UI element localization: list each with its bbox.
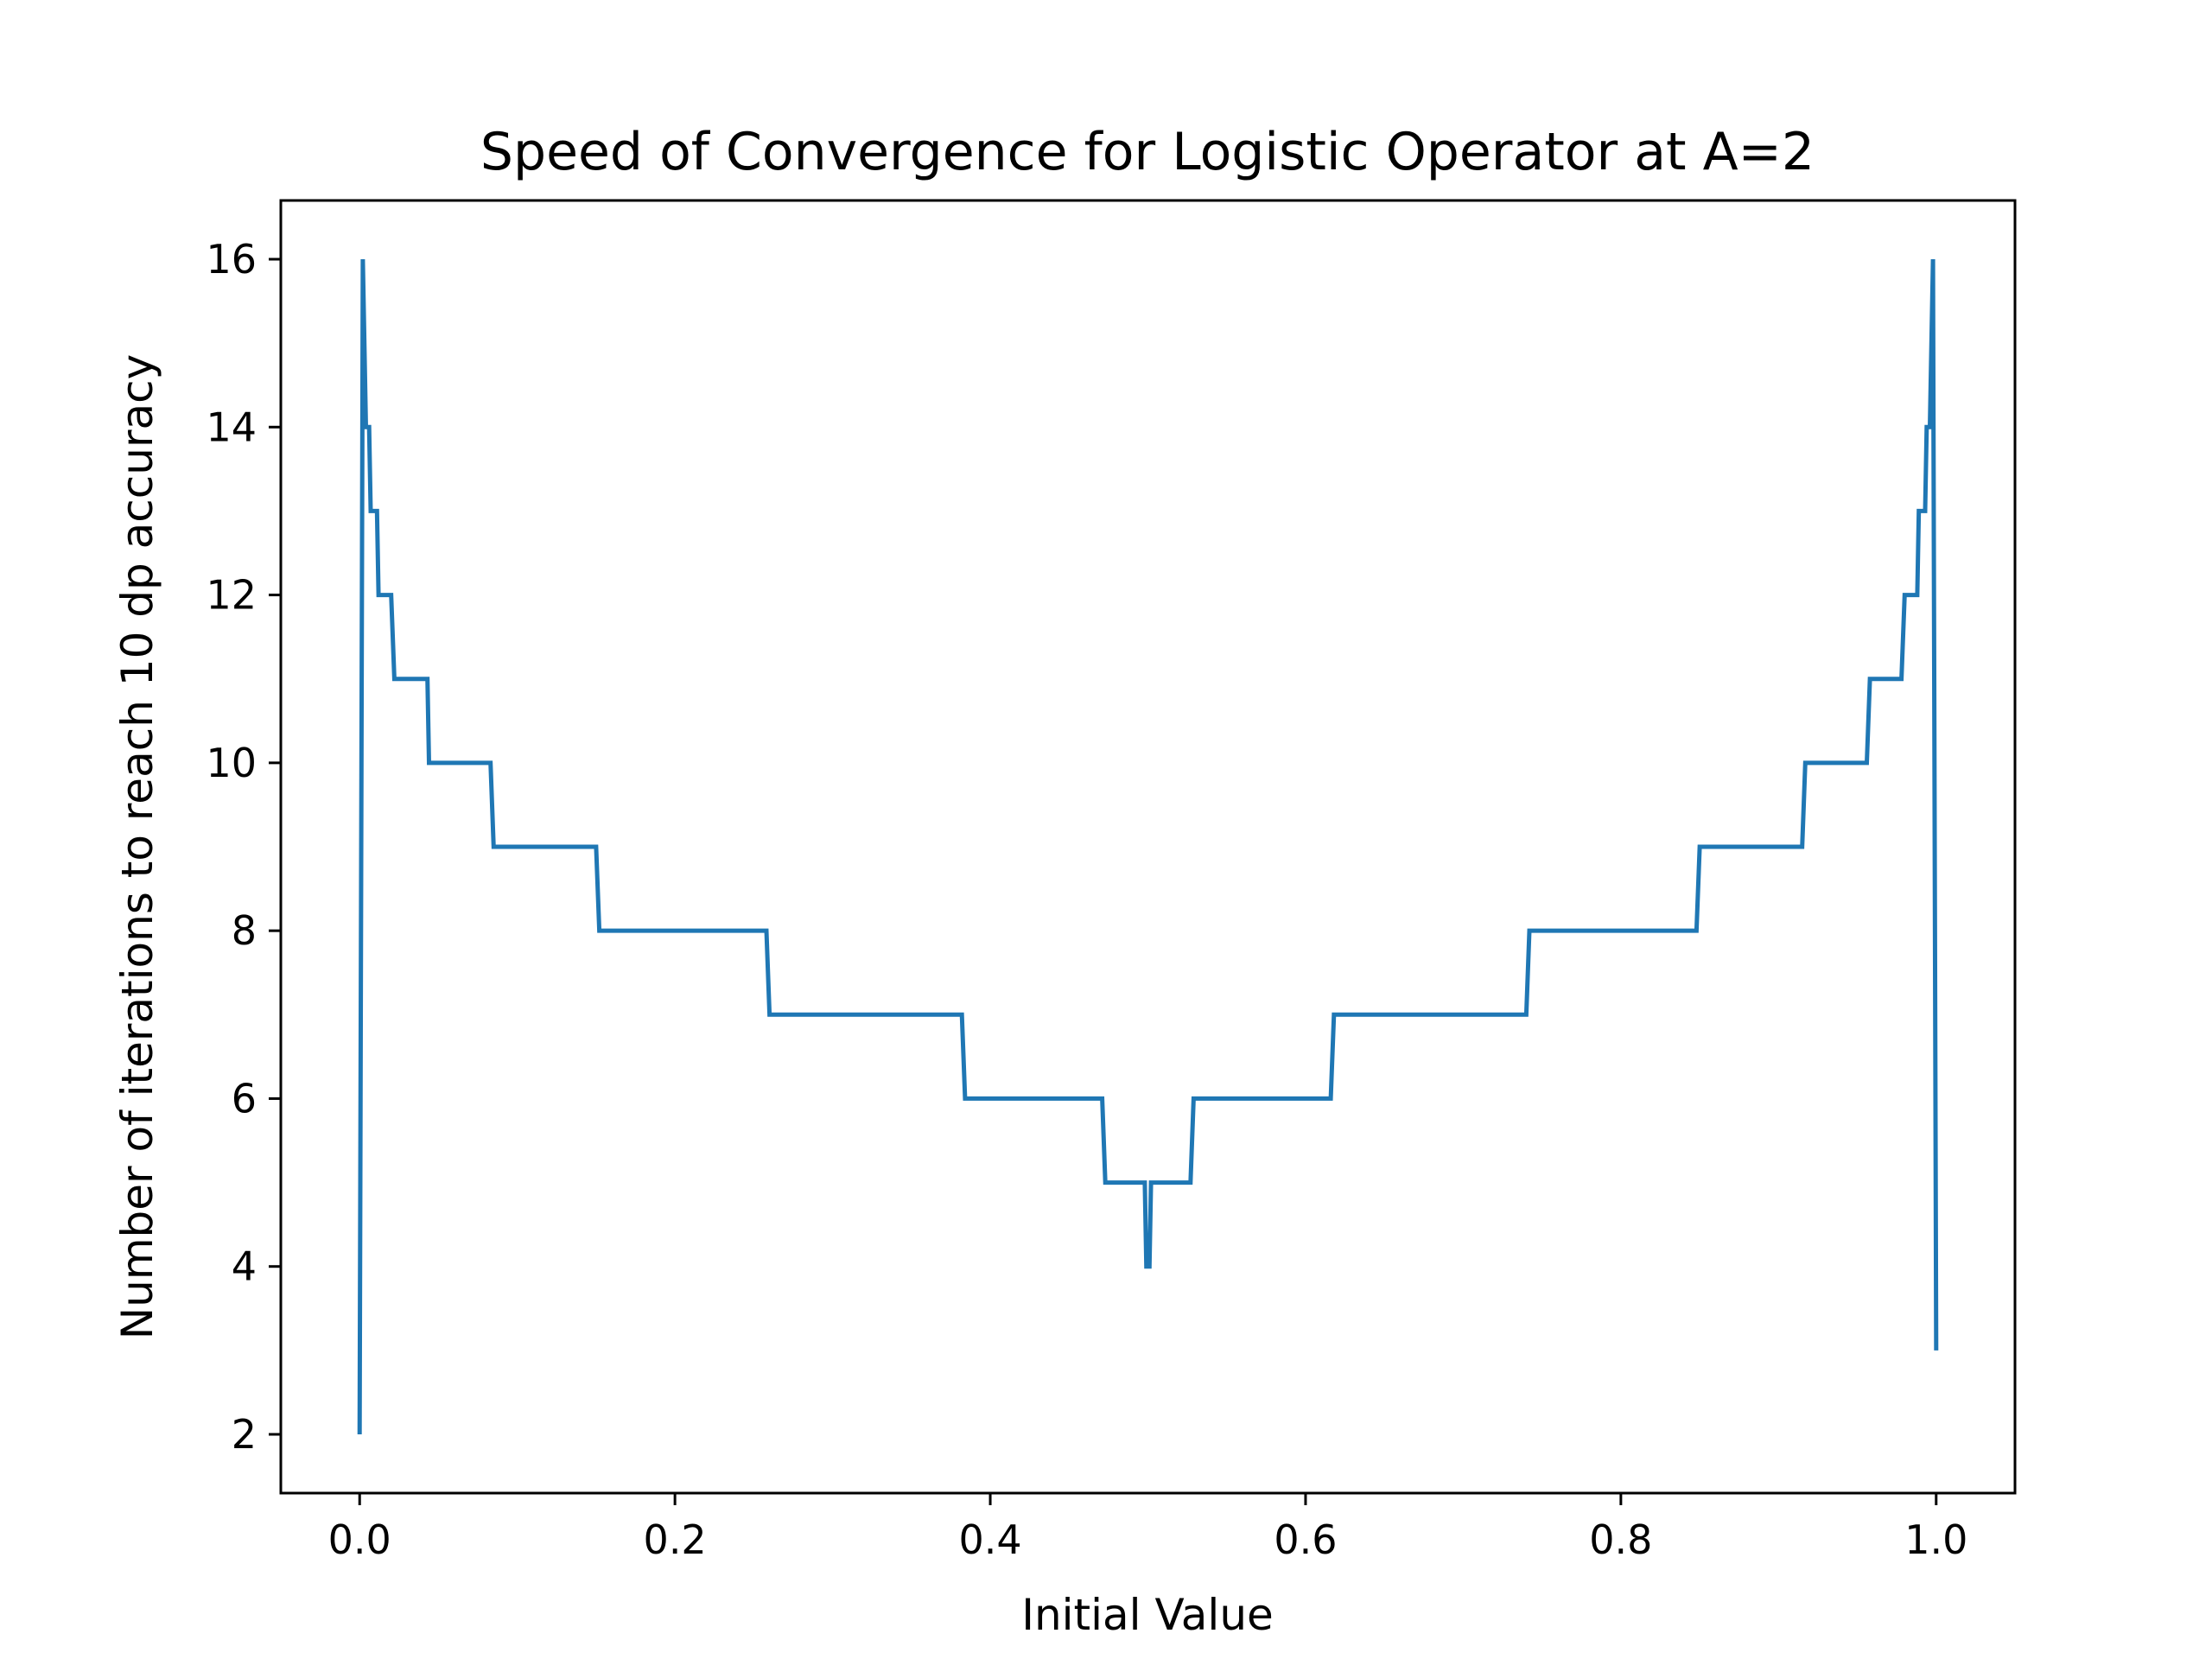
y-tick-label: 10 [206, 740, 257, 786]
y-tick-label: 12 [206, 572, 257, 619]
y-axis-ticks: 2 4 6 8 10 12 14 16 [206, 236, 281, 1458]
y-tick-label: 6 [232, 1075, 257, 1122]
x-axis-label: Initial Value [1021, 1590, 1274, 1640]
y-axis-label: Number of iterations to reach 10 dp accu… [112, 354, 162, 1340]
plot-frame [279, 199, 2017, 1495]
x-tick-label: 1.0 [1904, 1516, 1967, 1563]
x-tick-label: 0.8 [1589, 1516, 1652, 1563]
x-axis-ticks: 0.0 0.2 0.4 0.6 0.8 1.0 [328, 1493, 1967, 1563]
x-tick-label: 0.4 [958, 1516, 1021, 1563]
series-line-0 [357, 258, 1939, 1435]
y-tick-label: 14 [206, 404, 257, 450]
x-tick-label: 0.2 [644, 1516, 707, 1563]
y-tick-label: 16 [206, 236, 257, 283]
y-tick-label: 8 [232, 907, 257, 954]
plot-line-layer [357, 258, 1939, 1435]
x-tick-label: 0.6 [1274, 1516, 1337, 1563]
y-tick-label: 4 [232, 1243, 257, 1290]
chart-title: Speed of Convergence for Logistic Operat… [480, 122, 1815, 182]
y-tick-label: 2 [232, 1411, 257, 1458]
x-tick-label: 0.0 [328, 1516, 391, 1563]
